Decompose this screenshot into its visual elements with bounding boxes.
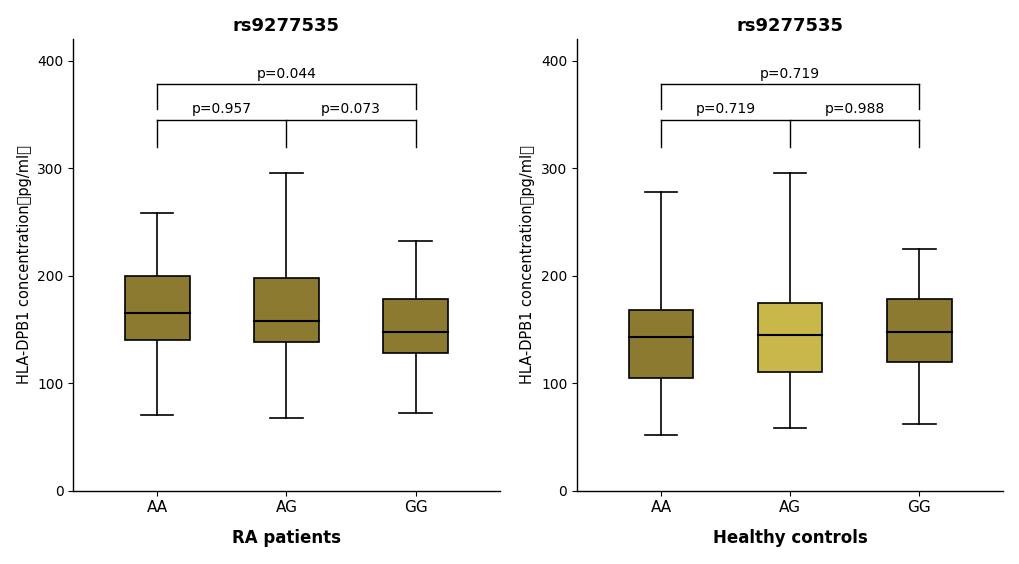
Bar: [254, 277, 318, 342]
Text: p=0.073: p=0.073: [321, 103, 381, 116]
Text: p=0.988: p=0.988: [823, 103, 884, 116]
X-axis label: RA patients: RA patients: [231, 530, 340, 547]
Y-axis label: HLA-DPB1 concentration（pg/ml）: HLA-DPB1 concentration（pg/ml）: [16, 146, 32, 384]
X-axis label: Healthy controls: Healthy controls: [712, 530, 867, 547]
Y-axis label: HLA-DPB1 concentration（pg/ml）: HLA-DPB1 concentration（pg/ml）: [520, 146, 535, 384]
Bar: [125, 276, 190, 340]
Bar: [383, 299, 447, 353]
Title: rs9277535: rs9277535: [736, 17, 843, 34]
Text: p=0.044: p=0.044: [256, 67, 316, 81]
Title: rs9277535: rs9277535: [232, 17, 339, 34]
Bar: [757, 302, 821, 372]
Bar: [628, 310, 693, 378]
Text: p=0.719: p=0.719: [759, 67, 819, 81]
Text: p=0.957: p=0.957: [192, 103, 252, 116]
Text: p=0.719: p=0.719: [695, 103, 755, 116]
Bar: [887, 299, 951, 362]
